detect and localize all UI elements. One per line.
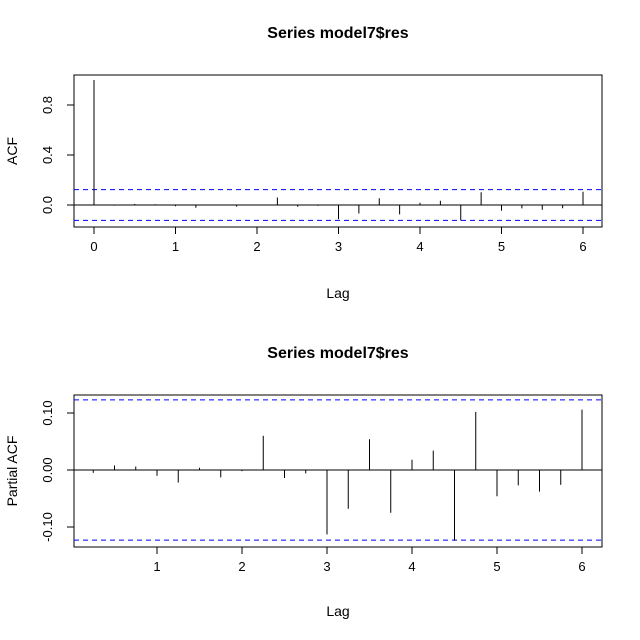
pacf-y-axis-title: Partial ACF	[4, 436, 20, 507]
acf-x-tick-label: 5	[498, 239, 505, 254]
acf-y-tick-label: 0.4	[40, 146, 55, 164]
acf-x-tick-label: 6	[579, 239, 586, 254]
pacf-x-tick-label: 5	[493, 559, 500, 574]
pacf-x-tick-label: 2	[238, 559, 245, 574]
acf-x-tick-label: 3	[335, 239, 342, 254]
acf-x-tick-label: 0	[90, 239, 97, 254]
acf-x-tick-label: 1	[172, 239, 179, 254]
pacf-title: Series model7$res	[267, 345, 409, 362]
pacf-y-tick-label: 0.00	[40, 457, 55, 482]
pacf-x-tick-label: 4	[408, 559, 415, 574]
acf-x-tick-label: 2	[253, 239, 260, 254]
acf-plot-frame	[73, 74, 603, 228]
pacf-y-tick-label: -0.10	[40, 512, 55, 542]
acf-x-axis-title: Lag	[326, 285, 349, 301]
acf-title: Series model7$res	[267, 25, 409, 42]
pacf-x-tick-label: 6	[578, 559, 585, 574]
pacf-plot-frame	[73, 394, 603, 548]
acf-y-tick-label: 0.0	[40, 196, 55, 214]
acf-marks	[74, 80, 602, 221]
pacf-marks	[74, 399, 602, 541]
pacf-x-tick-label: 3	[323, 559, 330, 574]
pacf-x-axis: 1 2 3 4 5 6	[153, 546, 586, 574]
acf-x-tick-label: 4	[416, 239, 423, 254]
acf-y-tick-label: 0.8	[40, 96, 55, 114]
pacf-y-axis: -0.10 0.00 0.10	[40, 400, 75, 542]
pacf-x-tick-label: 1	[153, 559, 160, 574]
pacf-panel: Series model7$res 1 2 3 4 5 6 -0.10 0.00 0.10 L…	[4, 345, 603, 619]
acf-y-axis: 0.0 0.4 0.8	[40, 96, 75, 214]
pacf-y-tick-label: 0.10	[40, 400, 55, 425]
pacf-x-axis-title: Lag	[326, 603, 349, 619]
acf-y-axis-title: ACF	[4, 137, 20, 165]
acf-x-axis: 0 1 2 3 4 5 6	[90, 226, 587, 254]
